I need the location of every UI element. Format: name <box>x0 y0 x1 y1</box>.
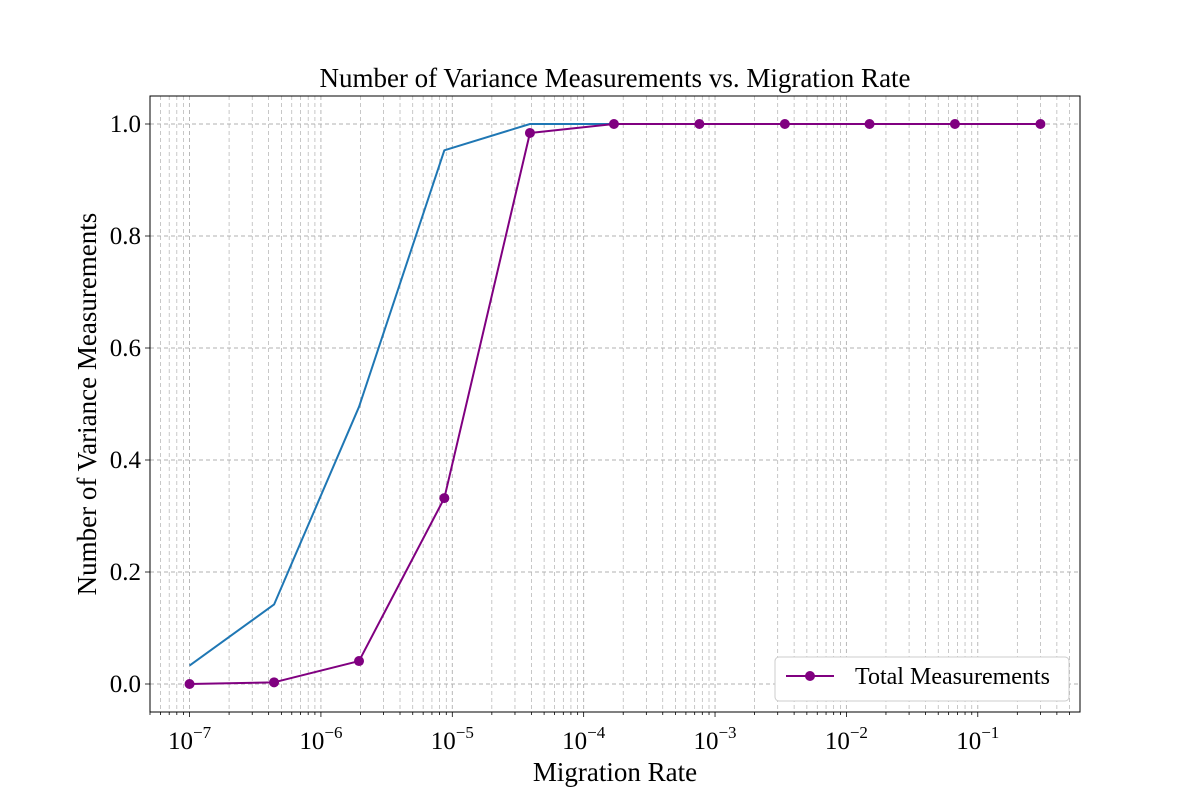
x-tick-label: 10−7 <box>168 723 212 755</box>
grid <box>149 96 1080 712</box>
ticks: 10−7 10−6 10−5 10−4 10−3 10−2 10−1 0.0 0.2 0.4 0.6… <box>110 111 1070 755</box>
series-point-1 <box>779 119 790 129</box>
series-layer <box>184 119 1046 689</box>
x-tick-label: 10−1 <box>956 723 999 755</box>
series-point-1 <box>949 119 960 129</box>
y-tick-label: 0.4 <box>110 447 142 474</box>
legend-label: Total Measurements <box>855 664 1050 690</box>
x-tick-label: 10−5 <box>431 723 474 755</box>
plot-frame <box>149 95 1081 713</box>
series-point-1 <box>269 677 280 688</box>
series-point-1 <box>608 119 619 129</box>
y-tick-label: 0.6 <box>110 335 141 362</box>
x-tick-label: 10−3 <box>693 723 736 755</box>
series-point-1 <box>1035 119 1046 129</box>
y-tick-label: 0.2 <box>110 559 141 586</box>
legend-frame <box>774 656 1070 702</box>
legend: Total Measurements <box>774 656 1070 702</box>
x-axis-label: Migration Rate <box>533 757 697 787</box>
x-tick-label: 10−6 <box>299 723 342 755</box>
chart-title: Number of Variance Measurements vs. Migr… <box>319 63 910 93</box>
y-tick-label: 1.0 <box>110 111 141 138</box>
series-point-1 <box>184 679 195 689</box>
series-point-1 <box>864 119 875 129</box>
legend-dot-marker <box>805 671 815 681</box>
series-point-1 <box>354 656 365 667</box>
y-tick-label: 0.8 <box>110 223 141 250</box>
series-point-1 <box>694 119 705 129</box>
y-tick-label: 0.0 <box>110 671 141 698</box>
y-axis-label: Number of Variance Measurements <box>72 213 102 596</box>
series-point-1 <box>524 127 535 138</box>
series-point-1 <box>439 493 450 504</box>
x-tick-label: 10−4 <box>562 723 606 755</box>
x-tick-label: 10−2 <box>825 723 868 755</box>
